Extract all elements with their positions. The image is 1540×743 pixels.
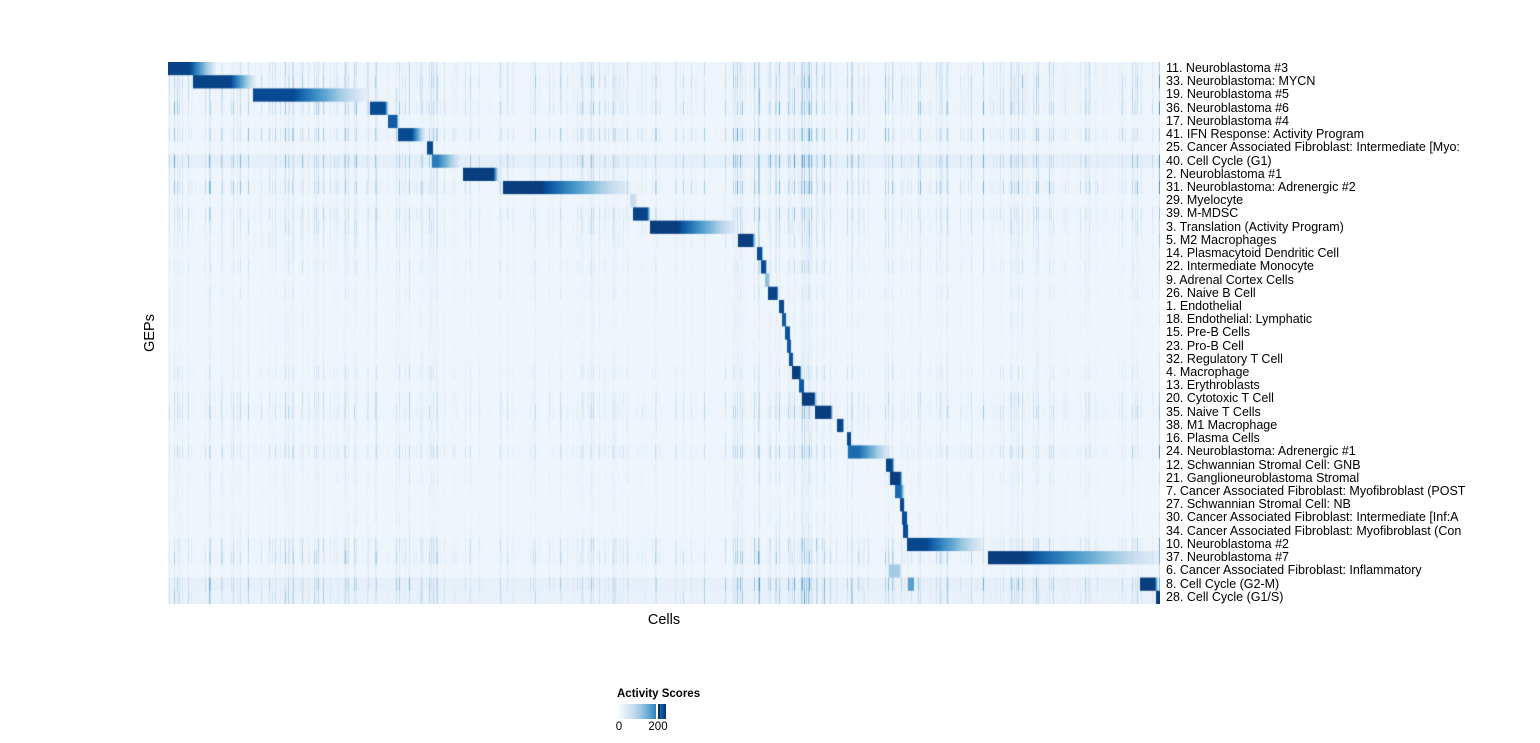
row-label: 30. Cancer Associated Fibroblast: Interm… — [1166, 510, 1459, 525]
row-label: 5. M2 Macrophages — [1166, 232, 1277, 247]
y-axis-label: GEPs — [142, 314, 158, 352]
row-label: 41. IFN Response: Activity Program — [1166, 127, 1364, 142]
row-label: 13. Erythroblasts — [1166, 378, 1260, 393]
row-label: 4. Macrophage — [1166, 365, 1250, 380]
row-label: 24. Neuroblastoma: Adrenergic #1 — [1166, 444, 1356, 459]
row-label: 22. Intermediate Monocyte — [1166, 259, 1314, 274]
legend-title: Activity Scores — [617, 688, 701, 700]
row-label: 20. Cytotoxic T Cell — [1166, 391, 1274, 406]
legend-tick-mark — [656, 704, 658, 719]
row-label: 33. Neuroblastoma: MYCN — [1166, 74, 1316, 89]
row-label: 9. Adrenal Cortex Cells — [1166, 272, 1294, 287]
row-label: 10. Neuroblastoma #2 — [1166, 536, 1289, 551]
row-label: 16. Plasma Cells — [1166, 431, 1260, 446]
row-label: 29. Myelocyte — [1166, 193, 1244, 208]
x-axis-label: Cells — [647, 612, 681, 628]
activity-scores-legend: Activity Scores 0 200 — [615, 688, 737, 734]
row-label: 36. Neuroblastoma #6 — [1166, 100, 1289, 115]
row-label: 21. Ganglioneuroblastoma Stromal — [1166, 470, 1360, 485]
legend-labels: 0 200 — [615, 721, 737, 734]
row-label: 2. Neuroblastoma #1 — [1166, 166, 1283, 181]
row-label: 19. Neuroblastoma #5 — [1166, 87, 1289, 102]
row-label: 37. Neuroblastoma #7 — [1166, 550, 1289, 565]
heatmap-canvas — [168, 62, 1160, 604]
row-label: 28. Cell Cycle (G1/S) — [1166, 589, 1284, 604]
row-label: 14. Plasmacytoid Dendritic Cell — [1166, 246, 1339, 261]
legend-colorbar — [617, 704, 666, 719]
row-label: 31. Neuroblastoma: Adrenergic #2 — [1166, 179, 1356, 194]
row-label: 25. Cancer Associated Fibroblast: Interm… — [1166, 140, 1460, 155]
row-label: 18. Endothelial: Lymphatic — [1166, 312, 1313, 327]
row-label: 39. M-MDSC — [1166, 206, 1239, 221]
row-label: 8. Cell Cycle (G2-M) — [1166, 576, 1280, 591]
row-label: 1. Endothelial — [1166, 298, 1242, 313]
row-label: 17. Neuroblastoma #4 — [1166, 113, 1289, 128]
row-label: 35. Naive T Cells — [1166, 404, 1261, 419]
row-label: 23. Pro-B Cell — [1166, 338, 1244, 353]
row-labels: 11. Neuroblastoma #3 33. Neuroblastoma: M… — [1166, 62, 1540, 604]
row-label: 34. Cancer Associated Fibroblast: Myofib… — [1166, 523, 1462, 538]
row-label: 6. Cancer Associated Fibroblast: Inflamm… — [1166, 563, 1422, 578]
row-label: 3. Translation (Activity Program) — [1166, 219, 1344, 234]
row-label: 38. M1 Macrophage — [1166, 417, 1278, 432]
legend-min-label: 0 — [615, 721, 623, 733]
row-label: 11. Neuroblastoma #3 — [1166, 62, 1289, 75]
legend-tick-mark — [657, 704, 660, 719]
row-label: 15. Pre-B Cells — [1166, 325, 1251, 340]
row-label: 12. Schwannian Stromal Cell: GNB — [1166, 457, 1361, 472]
row-label: 32. Regulatory T Cell — [1166, 351, 1283, 366]
row-label: 26. Naive B Cell — [1166, 285, 1256, 300]
legend-max-label: 200 — [648, 721, 668, 733]
row-label: 7. Cancer Associated Fibroblast: Myofibr… — [1166, 484, 1466, 498]
row-label: 27. Schwannian Stromal Cell: NB — [1166, 497, 1351, 512]
row-label: 40. Cell Cycle (G1) — [1166, 153, 1272, 168]
